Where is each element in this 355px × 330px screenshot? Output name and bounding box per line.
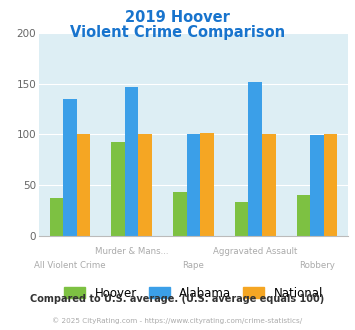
- Bar: [50, 198, 63, 236]
- Text: Robbery: Robbery: [299, 261, 335, 270]
- Bar: [297, 195, 310, 236]
- Text: 2019 Hoover: 2019 Hoover: [125, 10, 230, 25]
- Bar: [324, 135, 337, 236]
- Bar: [138, 135, 152, 236]
- Bar: [248, 82, 262, 236]
- Bar: [310, 136, 324, 236]
- Bar: [187, 135, 200, 236]
- Bar: [235, 203, 248, 236]
- Bar: [77, 135, 90, 236]
- Bar: [125, 87, 138, 236]
- Text: Aggravated Assault: Aggravated Assault: [213, 247, 297, 256]
- Text: Rape: Rape: [182, 261, 204, 270]
- Bar: [111, 142, 125, 236]
- Text: Violent Crime Comparison: Violent Crime Comparison: [70, 25, 285, 40]
- Text: All Violent Crime: All Violent Crime: [34, 261, 106, 270]
- Legend: Hoover, Alabama, National: Hoover, Alabama, National: [64, 286, 323, 300]
- Text: Murder & Mans...: Murder & Mans...: [95, 247, 169, 256]
- Text: Compared to U.S. average. (U.S. average equals 100): Compared to U.S. average. (U.S. average …: [31, 294, 324, 304]
- Bar: [63, 99, 77, 236]
- Bar: [200, 133, 214, 236]
- Bar: [262, 135, 275, 236]
- Bar: [173, 192, 187, 236]
- Text: © 2025 CityRating.com - https://www.cityrating.com/crime-statistics/: © 2025 CityRating.com - https://www.city…: [53, 317, 302, 324]
